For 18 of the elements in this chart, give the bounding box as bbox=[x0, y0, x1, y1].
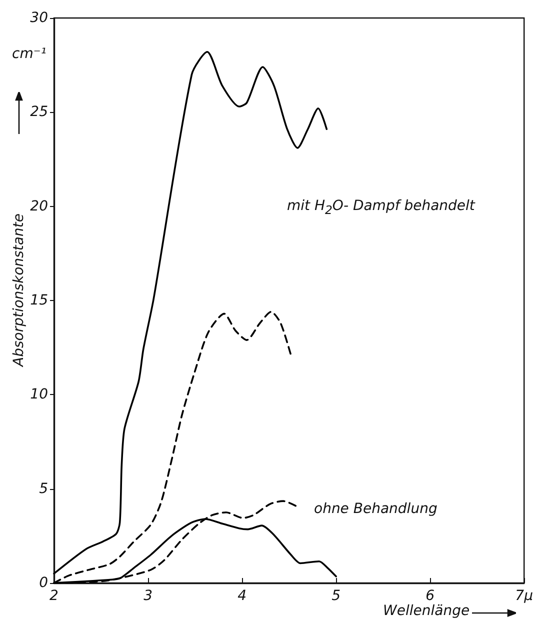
x-tick-label: 4 bbox=[238, 588, 246, 604]
y-tick-label: 30 bbox=[30, 10, 48, 26]
y-tick-label: 15 bbox=[30, 292, 48, 308]
y-tick-label: 25 bbox=[30, 104, 48, 120]
y-axis-title: Absorptionskonstante bbox=[11, 214, 27, 366]
y-tick-label: 20 bbox=[30, 198, 48, 214]
y-tick-label: 0 bbox=[39, 575, 48, 591]
text: cm⁻¹ bbox=[12, 46, 46, 62]
annotation: mit H$_{2}$O- Dampf behandelt bbox=[287, 198, 475, 217]
x-tick-label: 2 bbox=[50, 588, 59, 604]
y-tick-label: 10 bbox=[30, 386, 48, 403]
x-tick-label: 6 bbox=[426, 588, 435, 604]
x-tick-label: 7µ bbox=[515, 588, 534, 604]
x-tick-label: 5 bbox=[332, 588, 341, 604]
y-tick-label: 5 bbox=[39, 480, 48, 497]
annotation: ohne Behandlung bbox=[314, 501, 438, 517]
x-axis-title: Wellenlänge bbox=[383, 603, 470, 619]
x-tick-label: 3 bbox=[144, 588, 152, 604]
